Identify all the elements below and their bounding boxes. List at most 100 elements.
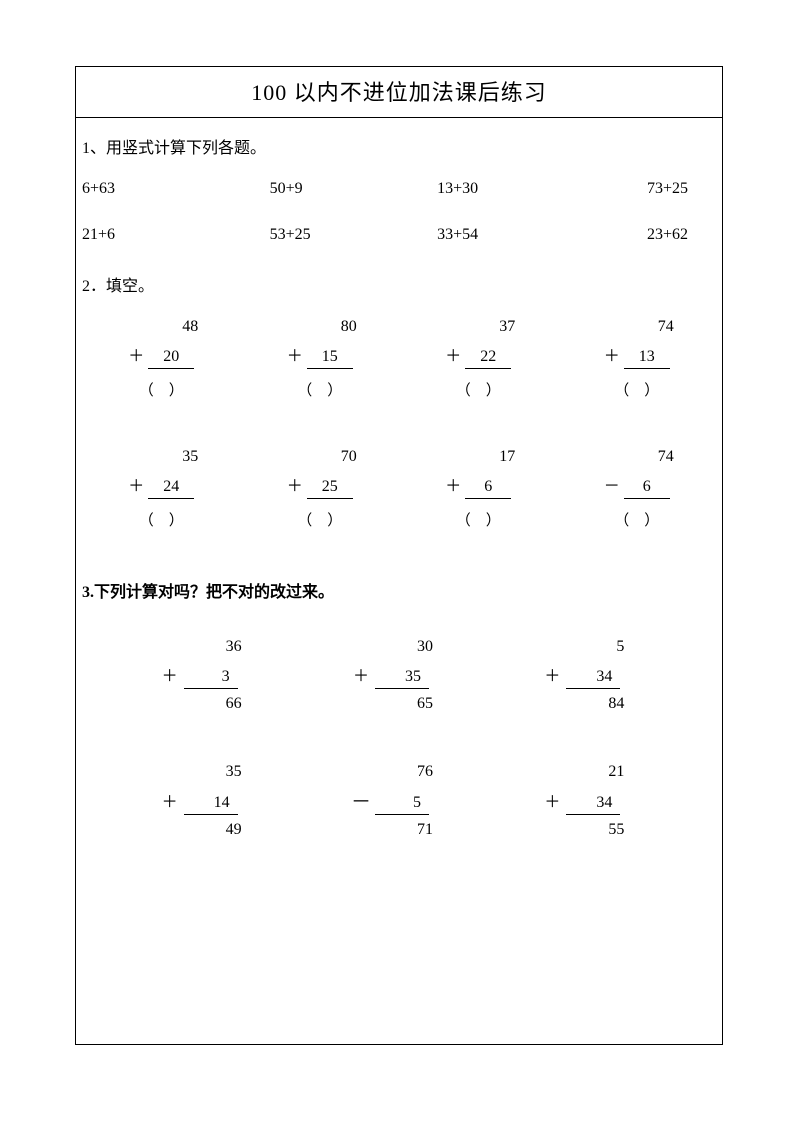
s3-top: 76 — [339, 757, 459, 787]
s2-top: 35 — [106, 448, 216, 466]
s2-op: ＋ — [128, 472, 148, 496]
s1-problem: 50+9 — [240, 180, 373, 198]
s3-op: ＋ — [162, 788, 184, 812]
s2-bottom: ＋ 6 — [423, 472, 533, 499]
s2-num: 25 — [307, 478, 353, 499]
section3-row-2: 35 ＋ 14 49 76 一 5 71 21 ＋ 34 — [82, 757, 716, 838]
s3-op: ＋ — [544, 662, 566, 686]
s2-bottom: ＋ 24 — [106, 472, 216, 499]
s3-problem: 36 ＋ 3 66 — [148, 632, 268, 713]
s1-problem: 33+54 — [397, 226, 530, 244]
s3-top: 30 — [339, 632, 459, 662]
s2-bottom: ＋ 13 — [582, 342, 692, 369]
s3-result: 49 — [148, 821, 268, 839]
s3-mid: 一 5 — [339, 788, 459, 815]
section1-label: 1、用竖式计算下列各题。 — [82, 134, 716, 158]
s3-num: 35 — [375, 668, 429, 689]
s3-num: 14 — [184, 794, 238, 815]
s3-op: ＋ — [353, 662, 375, 686]
s3-top: 5 — [530, 632, 650, 662]
s3-mid: ＋ 14 — [148, 788, 268, 815]
worksheet-frame: 100 以内不进位加法课后练习 1、用竖式计算下列各题。 6+63 50+9 1… — [75, 66, 723, 1045]
s3-num: 5 — [375, 794, 429, 815]
s2-top: 74 — [582, 448, 692, 466]
s2-problem: 35 ＋ 24 （ ） — [106, 448, 216, 530]
s2-problem: 74 － 6 （ ） — [582, 448, 692, 530]
s2-blank: （ ） — [265, 379, 375, 400]
worksheet-content: 1、用竖式计算下列各题。 6+63 50+9 13+30 73+25 21+6 … — [76, 118, 722, 839]
s1-problem: 23+62 — [555, 226, 688, 244]
s3-top: 21 — [530, 757, 650, 787]
s2-op: ＋ — [287, 472, 307, 496]
s2-num: 20 — [148, 348, 194, 369]
s2-num: 22 — [465, 348, 511, 369]
s2-blank: （ ） — [106, 379, 216, 400]
s3-problem: 21 ＋ 34 55 — [530, 757, 650, 838]
s2-top: 74 — [582, 318, 692, 336]
s1-problem: 13+30 — [397, 180, 530, 198]
s2-num: 13 — [624, 348, 670, 369]
s2-problem: 17 ＋ 6 （ ） — [423, 448, 533, 530]
s2-op: ＋ — [287, 342, 307, 366]
s3-result: 84 — [530, 695, 650, 713]
s3-op: ＋ — [544, 788, 566, 812]
s3-mid: ＋ 34 — [530, 788, 650, 815]
s3-problem: 5 ＋ 34 84 — [530, 632, 650, 713]
s2-op: ＋ — [445, 342, 465, 366]
s2-top: 48 — [106, 318, 216, 336]
s2-bottom: ＋ 15 — [265, 342, 375, 369]
s3-op: ＋ — [162, 662, 184, 686]
s2-num: 6 — [624, 478, 670, 499]
s2-problem: 80 ＋ 15 （ ） — [265, 318, 375, 400]
s2-blank: （ ） — [582, 509, 692, 530]
s1-problem: 73+25 — [555, 180, 688, 198]
s1-problem: 21+6 — [82, 226, 215, 244]
s2-top: 70 — [265, 448, 375, 466]
s2-num: 6 — [465, 478, 511, 499]
section1-row-1: 6+63 50+9 13+30 73+25 — [82, 180, 716, 198]
s2-top: 80 — [265, 318, 375, 336]
s2-bottom: ＋ 22 — [423, 342, 533, 369]
s1-problem: 6+63 — [82, 180, 215, 198]
s2-blank: （ ） — [106, 509, 216, 530]
s2-blank: （ ） — [265, 509, 375, 530]
s2-problem: 70 ＋ 25 （ ） — [265, 448, 375, 530]
s2-bottom: － 6 — [582, 472, 692, 499]
s2-top: 37 — [423, 318, 533, 336]
s3-num: 34 — [566, 794, 620, 815]
s2-blank: （ ） — [423, 509, 533, 530]
s2-op: ＋ — [128, 342, 148, 366]
s3-problem: 35 ＋ 14 49 — [148, 757, 268, 838]
s2-bottom: ＋ 20 — [106, 342, 216, 369]
s3-result: 71 — [339, 821, 459, 839]
s3-num: 34 — [566, 668, 620, 689]
s2-problem: 48 ＋ 20 （ ） — [106, 318, 216, 400]
s3-result: 66 — [148, 695, 268, 713]
s2-op: ＋ — [604, 342, 624, 366]
s3-result: 55 — [530, 821, 650, 839]
s3-problem: 30 ＋ 35 65 — [339, 632, 459, 713]
s2-num: 15 — [307, 348, 353, 369]
s2-blank: （ ） — [423, 379, 533, 400]
s3-problem: 76 一 5 71 — [339, 757, 459, 838]
s2-num: 24 — [148, 478, 194, 499]
s1-problem: 53+25 — [240, 226, 373, 244]
section2-row-1: 48 ＋ 20 （ ） 80 ＋ 15 （ ） 37 ＋ 22 — [82, 318, 716, 400]
s2-op: － — [604, 472, 624, 496]
s3-op: 一 — [353, 788, 375, 812]
worksheet-title: 100 以内不进位加法课后练习 — [76, 67, 722, 118]
s3-top: 35 — [148, 757, 268, 787]
section1-row-2: 21+6 53+25 33+54 23+62 — [82, 226, 716, 244]
s2-bottom: ＋ 25 — [265, 472, 375, 499]
s2-problem: 37 ＋ 22 （ ） — [423, 318, 533, 400]
s3-mid: ＋ 3 — [148, 662, 268, 689]
s3-result: 65 — [339, 695, 459, 713]
s2-blank: （ ） — [582, 379, 692, 400]
s2-op: ＋ — [445, 472, 465, 496]
s2-top: 17 — [423, 448, 533, 466]
s3-mid: ＋ 35 — [339, 662, 459, 689]
s2-problem: 74 ＋ 13 （ ） — [582, 318, 692, 400]
s3-top: 36 — [148, 632, 268, 662]
s3-mid: ＋ 34 — [530, 662, 650, 689]
section2-label: 2．填空。 — [82, 272, 716, 296]
